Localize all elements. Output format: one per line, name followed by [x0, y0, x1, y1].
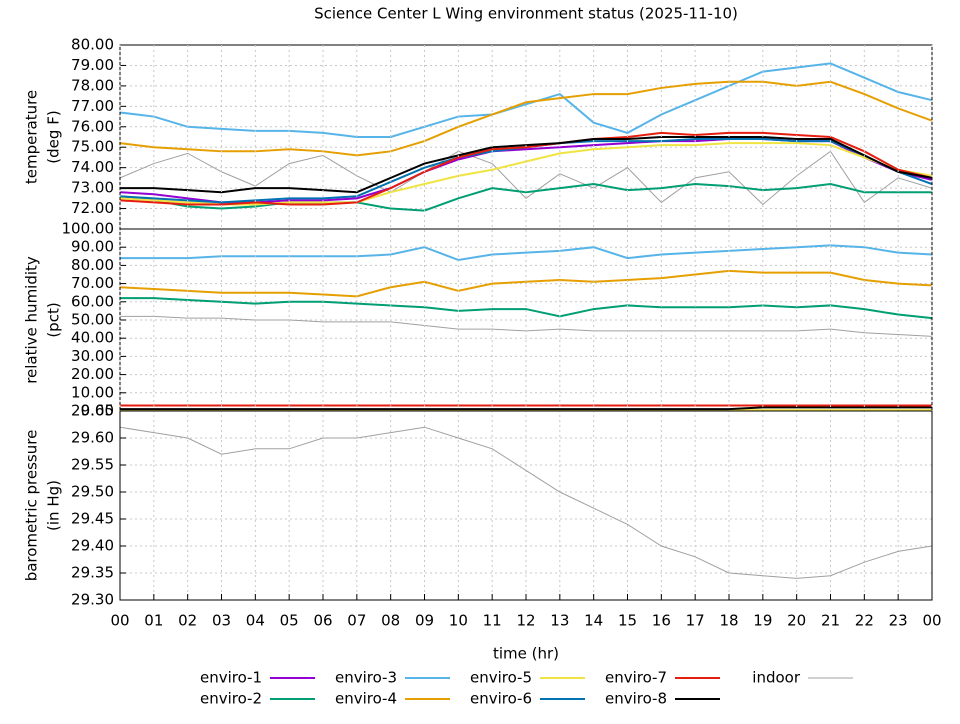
y-tick-label: 78.00: [71, 76, 114, 94]
legend-label: enviro-7: [605, 669, 667, 687]
x-tick-label: 20: [787, 612, 806, 630]
x-tick-label: 23: [889, 612, 908, 630]
x-tick-label: 02: [178, 612, 197, 630]
chart-title: Science Center L Wing environment status…: [314, 5, 738, 23]
x-tick-label: 10: [449, 612, 468, 630]
y-axis-label: (in Hg): [45, 480, 63, 531]
x-tick-label: 04: [246, 612, 265, 630]
x-tick-label: 09: [415, 612, 434, 630]
legend-label: indoor: [752, 669, 801, 687]
y-tick-label: 10.00: [71, 383, 114, 401]
legend-label: enviro-8: [605, 690, 667, 708]
y-tick-label: 29.50: [71, 483, 114, 501]
plot-frame: [119, 410, 933, 601]
y-tick-label: 70.00: [71, 274, 114, 292]
y-tick-label: 80.00: [71, 256, 114, 274]
y-tick-label: 20.00: [71, 365, 114, 383]
x-tick-label: 15: [618, 612, 637, 630]
x-tick-label: 22: [855, 612, 874, 630]
x-tick-label: 00: [110, 612, 129, 630]
legend-label: enviro-2: [200, 690, 262, 708]
y-tick-label: 72.00: [71, 199, 114, 217]
y-tick-label: 73.00: [71, 179, 114, 197]
y-tick-label: 60.00: [71, 292, 114, 310]
x-tick-label: 05: [280, 612, 299, 630]
y-tick-label: 30.00: [71, 347, 114, 365]
x-tick-label: 08: [381, 612, 400, 630]
y-tick-label: 76.00: [71, 117, 114, 135]
y-tick-label: 29.65: [71, 402, 114, 420]
y-axis-label: relative humidity: [23, 256, 41, 384]
x-tick-label: 19: [753, 612, 772, 630]
y-tick-label: 29.30: [71, 591, 114, 609]
y-tick-label: 29.60: [71, 429, 114, 447]
y-tick-label: 80.00: [71, 36, 114, 54]
legend-label: enviro-5: [470, 669, 532, 687]
x-tick-label: 17: [686, 612, 705, 630]
x-tick-label: 07: [347, 612, 366, 630]
y-tick-label: 77.00: [71, 97, 114, 115]
x-tick-label: 06: [313, 612, 332, 630]
series-line: [119, 426, 933, 579]
x-tick-label: 03: [212, 612, 231, 630]
y-axis-label: (pct): [45, 302, 63, 337]
series-line: [120, 297, 933, 320]
y-tick-label: 0.00: [81, 402, 114, 420]
y-axis-label: barometric pressure: [23, 430, 41, 582]
legend-label: enviro-4: [335, 690, 397, 708]
y-tick-label: 29.45: [71, 510, 114, 528]
series-line: [119, 131, 933, 206]
y-tick-label: 79.00: [71, 56, 114, 74]
legend-label: enviro-1: [200, 669, 262, 687]
y-axis-label: (deg F): [45, 110, 63, 163]
x-tick-label: 11: [483, 612, 502, 630]
y-tick-label: 100.00: [62, 220, 115, 238]
series-line: [120, 406, 932, 411]
legend-label: enviro-6: [470, 690, 532, 708]
legend-label: enviro-3: [335, 669, 397, 687]
y-tick-label: 74.00: [71, 158, 114, 176]
x-tick-label: 12: [516, 612, 535, 630]
x-tick-label: 01: [144, 612, 163, 630]
x-tick-label: 21: [821, 612, 840, 630]
y-tick-label: 50.00: [71, 311, 114, 329]
y-axis-label: temperature: [23, 90, 41, 184]
x-tick-label: 18: [719, 612, 738, 630]
y-tick-label: 40.00: [71, 329, 114, 347]
y-tick-label: 29.35: [71, 564, 114, 582]
x-tick-label: 13: [550, 612, 569, 630]
y-tick-label: 90.00: [71, 238, 114, 256]
y-tick-label: 29.55: [71, 456, 114, 474]
x-tick-label: 14: [584, 612, 603, 630]
y-tick-label: 75.00: [71, 138, 114, 156]
x-tick-label: 00: [922, 612, 941, 630]
x-tick-label: 16: [652, 612, 671, 630]
x-axis-label: time (hr): [493, 645, 559, 663]
y-tick-label: 29.40: [71, 537, 114, 555]
